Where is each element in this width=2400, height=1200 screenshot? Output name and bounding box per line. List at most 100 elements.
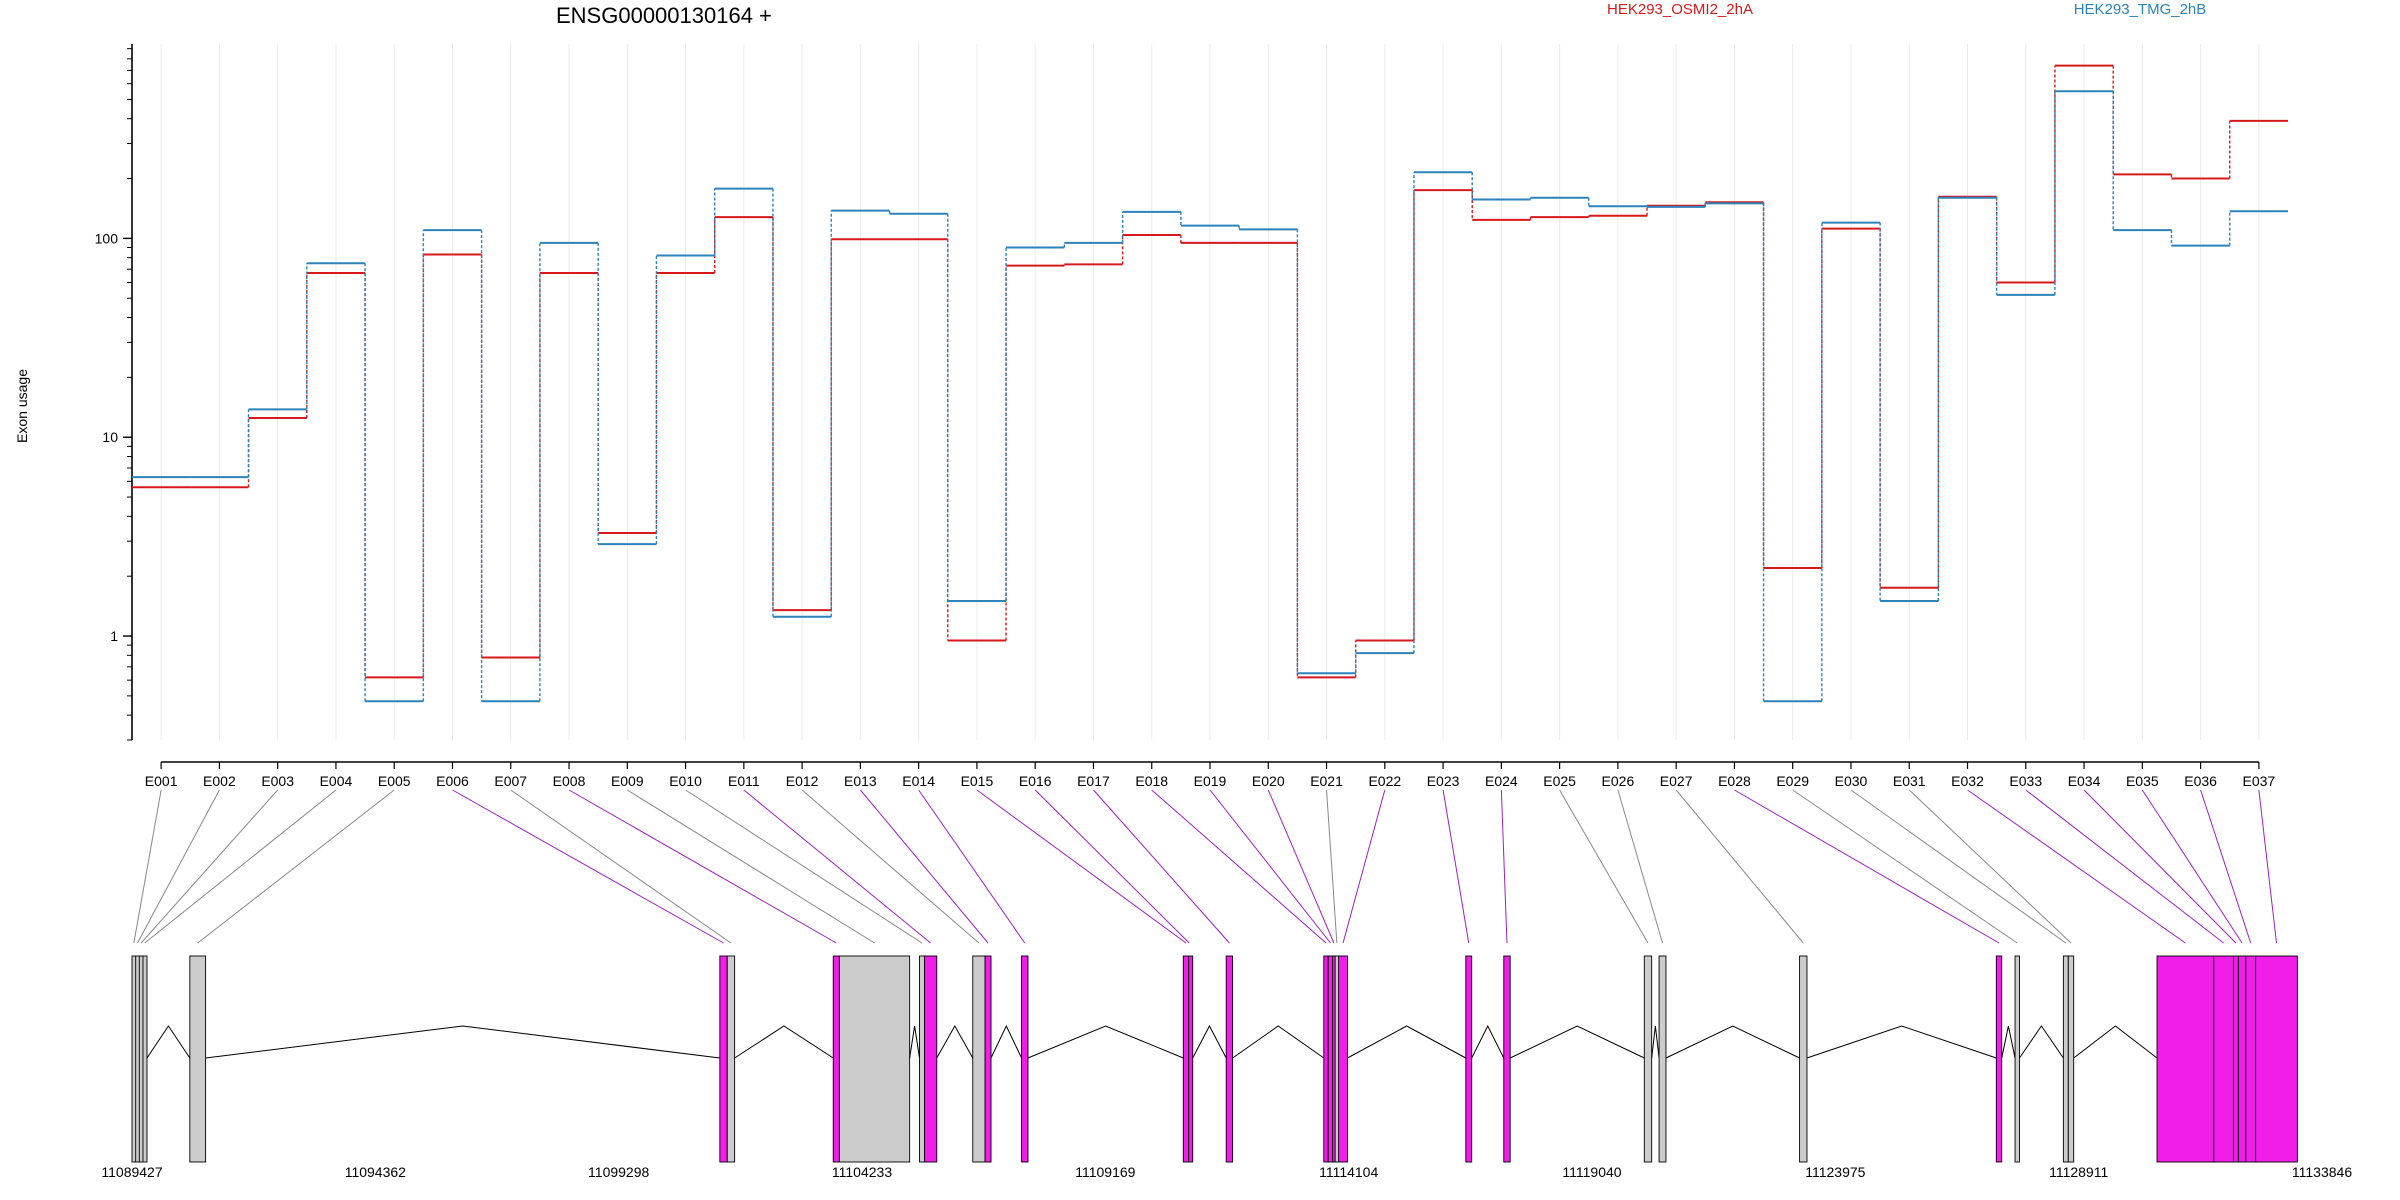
exon-connector — [1151, 789, 1327, 944]
x-tick-label: E013 — [844, 773, 877, 789]
exon-block — [2245, 955, 2257, 1163]
exon-connector — [1267, 789, 1335, 944]
exon-connector — [1209, 789, 1331, 944]
x-tick-label: E034 — [2068, 773, 2101, 789]
exon-connector — [743, 789, 931, 944]
x-tick-label: E024 — [1485, 773, 1518, 789]
exon-connector — [2083, 789, 2237, 944]
intron-line — [1232, 1025, 1325, 1059]
exon-connector — [1034, 789, 1190, 944]
exon-block — [142, 955, 148, 1163]
coordinate-label: 11104233 — [832, 1164, 892, 1180]
intron-line — [936, 1024, 974, 1059]
coordinate-label: 11109169 — [1075, 1164, 1135, 1180]
intron-line — [1665, 1025, 1800, 1059]
legend-entry-osmi2: HEK293_OSMI2_2hA — [1607, 1, 1753, 18]
exon-block — [919, 955, 925, 1163]
exon-block — [984, 955, 992, 1163]
coordinate-label: 11089427 — [101, 1164, 162, 1180]
intron-line — [1806, 1025, 1997, 1059]
exon-connector — [859, 789, 989, 944]
x-tick-label: E008 — [553, 773, 586, 789]
exon-connector — [137, 789, 220, 944]
exon-block — [1799, 955, 1808, 1163]
intron-line — [1192, 1024, 1227, 1059]
x-tick-label: E016 — [1019, 773, 1052, 789]
coordinate-label: 11099298 — [588, 1164, 649, 1180]
x-tick-label: E018 — [1135, 773, 1168, 789]
intron-line — [990, 1024, 1023, 1059]
exon-block — [1995, 955, 2003, 1163]
genomic-coordinate-axis: 11089427 11094362 11099298 11104233 11109169… — [101, 1164, 2352, 1180]
x-tick-label: E028 — [1718, 773, 1751, 789]
coordinate-label: 11133846 — [2292, 1164, 2352, 1180]
exon-connector — [627, 789, 875, 944]
x-tick-label: E035 — [2126, 773, 2159, 789]
exon-connector — [1792, 789, 2018, 944]
coordinate-label: 11123975 — [1805, 1164, 1865, 1180]
legend-entry-tmg: HEK293_TMG_2hB — [2074, 1, 2207, 18]
exon-connector — [2141, 789, 2243, 944]
x-tick-label: E021 — [1310, 773, 1343, 789]
exon-block — [1503, 955, 1511, 1163]
x-tick-label: E006 — [436, 773, 469, 789]
x-tick-label: E020 — [1252, 773, 1285, 789]
x-tick-label: E026 — [1602, 773, 1635, 789]
x-tick-label: E033 — [2009, 773, 2042, 789]
intron-line — [1651, 1025, 1660, 1059]
exon-block — [1643, 955, 1653, 1163]
exon-connector — [1850, 789, 2067, 944]
exon-connector — [918, 789, 1026, 944]
y-axis-label: Exon usage — [14, 369, 30, 443]
x-axis: E001 E002 E003 E004 E005 E006 E007 E008 E009 E010… — [145, 761, 2276, 789]
exon-block — [1465, 955, 1473, 1163]
x-tick-label: E005 — [378, 773, 411, 789]
exon-connector — [133, 789, 162, 944]
intron-line — [909, 1025, 921, 1059]
exon-block — [832, 955, 840, 1163]
x-tick-label: E007 — [494, 773, 527, 789]
exon-block — [1327, 955, 1334, 1163]
coordinate-label: 11128911 — [2049, 1164, 2108, 1180]
intron-line — [1347, 1025, 1467, 1059]
series-lines — [132, 64, 2288, 703]
exon-block — [924, 955, 938, 1163]
exon-connector — [197, 789, 395, 944]
exon-block — [972, 955, 986, 1163]
x-tick-label: E011 — [728, 773, 760, 789]
exon-connector — [140, 789, 279, 944]
exon-connectors — [133, 789, 2277, 944]
gridlines — [160, 44, 2260, 740]
exon-connector — [1442, 789, 1470, 944]
exon-connector — [1559, 789, 1649, 944]
x-tick-label: E010 — [669, 773, 702, 789]
x-tick-label: E001 — [145, 773, 178, 789]
exon-block — [2255, 955, 2298, 1163]
x-tick-label: E004 — [320, 773, 353, 789]
exon-block — [2233, 955, 2239, 1163]
y-axis: 1 10 100 — [95, 44, 133, 741]
exon-connector — [685, 789, 923, 944]
exon-block — [1323, 955, 1329, 1163]
x-tick-label: E012 — [786, 773, 819, 789]
exon-block — [1182, 955, 1190, 1163]
gene-model — [131, 955, 2298, 1163]
exon-connector — [1342, 789, 1386, 944]
exon-block — [2237, 955, 2247, 1163]
x-tick-label: E037 — [2243, 773, 2276, 789]
x-tick-label: E019 — [1194, 773, 1227, 789]
exon-connector — [1675, 789, 1804, 944]
exon-block — [189, 955, 207, 1163]
exon-block — [1021, 955, 1029, 1163]
intron-line — [205, 1025, 720, 1059]
x-tick-label: E029 — [1776, 773, 1809, 789]
exon-block — [719, 955, 728, 1163]
exon-connector — [2200, 789, 2252, 944]
exon-connector — [144, 789, 337, 944]
x-tick-label: E017 — [1077, 773, 1110, 789]
coordinate-label: 11119040 — [1562, 1164, 1621, 1180]
x-tick-label: E014 — [902, 773, 935, 789]
exon-block — [2067, 955, 2075, 1163]
intron-line — [734, 1025, 834, 1059]
